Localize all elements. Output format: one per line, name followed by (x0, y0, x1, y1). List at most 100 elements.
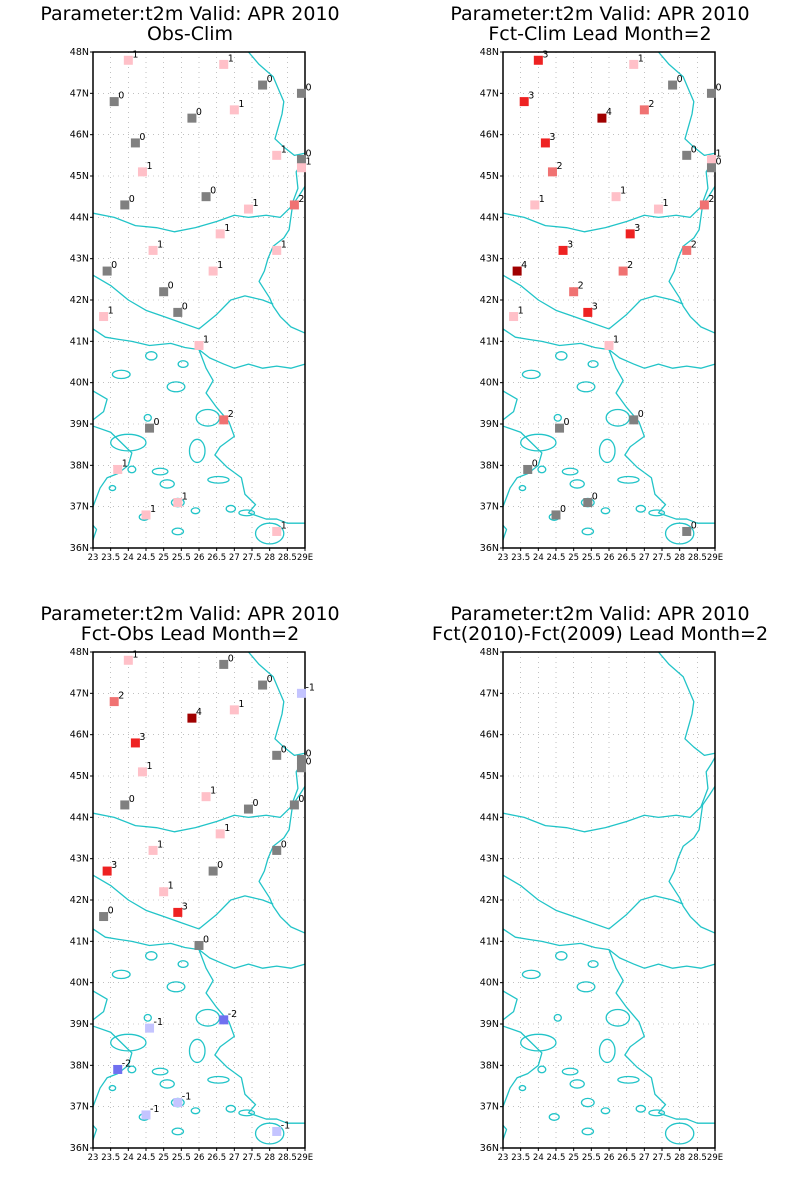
lat-label: 47N (70, 688, 89, 699)
lat-label: 42N (480, 895, 499, 906)
station-value: 0 (139, 132, 145, 143)
lat-label: 44N (70, 812, 89, 823)
coastline (247, 51, 306, 156)
station-value: 2 (118, 691, 124, 702)
coastline (92, 328, 306, 369)
lat-label: 39N (480, 419, 499, 430)
lon-label: 27.5 (243, 553, 262, 560)
station-value: 0 (298, 794, 304, 805)
station-marker (604, 340, 614, 350)
station-marker (272, 845, 282, 855)
coastline (92, 390, 108, 421)
station-value: 0 (305, 748, 311, 759)
lon-label: 26 (194, 1153, 205, 1160)
station-marker (583, 498, 593, 508)
lat-label: 40N (70, 978, 89, 989)
station-value: 0 (560, 504, 566, 515)
island (207, 1075, 230, 1084)
island (159, 1079, 175, 1089)
island (127, 1065, 137, 1074)
lon-label: 24 (533, 553, 544, 560)
station-marker (272, 245, 282, 255)
island (143, 1013, 152, 1022)
island (238, 1109, 256, 1117)
coastline (258, 785, 306, 934)
coastline (92, 757, 306, 833)
coastline (92, 990, 108, 1021)
station-value: 0 (228, 653, 234, 664)
island (166, 381, 186, 393)
station-value: 0 (118, 91, 124, 102)
lat-label: 37N (480, 502, 499, 513)
station-value: 4 (521, 260, 527, 271)
lon-label: 25 (568, 553, 579, 560)
station-marker (706, 88, 716, 98)
station-marker (109, 697, 119, 707)
lon-label: 27 (229, 1153, 240, 1160)
station-marker (187, 713, 197, 723)
lat-label: 38N (480, 1060, 499, 1071)
lat-label: 44N (480, 212, 499, 223)
station-value: 1 (203, 334, 209, 345)
station-marker (625, 229, 635, 239)
lat-label: 42N (70, 295, 89, 306)
station-marker (296, 88, 306, 98)
lon-label: 24.5 (547, 1153, 566, 1160)
island (111, 369, 131, 380)
island (110, 1033, 147, 1052)
station-marker (208, 266, 218, 276)
island (195, 408, 221, 427)
station-value: 0 (564, 417, 570, 428)
station-value: 3 (139, 732, 145, 743)
coastline (502, 757, 716, 833)
station-marker (187, 113, 197, 123)
lon-label: 27 (639, 553, 650, 560)
lon-label: 28 (674, 553, 685, 560)
station-value: 0 (677, 74, 683, 85)
station-value: 0 (691, 520, 697, 531)
island (238, 509, 256, 517)
island (537, 465, 547, 474)
station-value: 3 (542, 49, 548, 60)
coastline (502, 328, 716, 369)
coastline (502, 274, 684, 330)
panel-subtitle: Fct-Obs Lead Month=2 (80, 623, 300, 645)
station-marker (547, 167, 557, 177)
lon-label: 28.5 (688, 553, 707, 560)
grid-lines (503, 652, 715, 1148)
station-value: 1 (210, 786, 216, 797)
station-marker (533, 55, 543, 65)
lat-label: 47N (480, 88, 499, 99)
station-marker (519, 97, 529, 107)
station-value: 4 (196, 707, 202, 718)
lon-label: 29E (297, 1153, 313, 1160)
station-value: -2 (122, 1058, 131, 1069)
lon-label: 25.5 (582, 1153, 601, 1160)
coastline (502, 990, 518, 1021)
lat-label: 41N (480, 936, 499, 947)
station-value: 1 (715, 148, 721, 159)
station-value: -1 (182, 1092, 191, 1103)
panel-title: Parameter:t2m Valid: APR 2010 (40, 603, 340, 625)
coastline (247, 651, 306, 756)
island (664, 522, 695, 545)
station-marker (201, 792, 211, 802)
station-value: 1 (150, 504, 156, 515)
station-marker (272, 1126, 282, 1136)
lon-label: 26 (604, 1153, 615, 1160)
station-marker (512, 266, 522, 276)
lon-label: 25 (568, 1153, 579, 1160)
station-value: 1 (146, 161, 152, 172)
lat-label: 42N (70, 895, 89, 906)
lat-label: 39N (70, 1019, 89, 1030)
island (171, 527, 185, 536)
coastlines (92, 651, 306, 1145)
station-marker (219, 1015, 229, 1025)
station-value: 0 (168, 281, 174, 292)
station-marker (653, 204, 663, 214)
coastline (502, 524, 508, 540)
coastline (92, 524, 98, 540)
station-marker (682, 526, 692, 536)
station-value: 1 (662, 198, 668, 209)
